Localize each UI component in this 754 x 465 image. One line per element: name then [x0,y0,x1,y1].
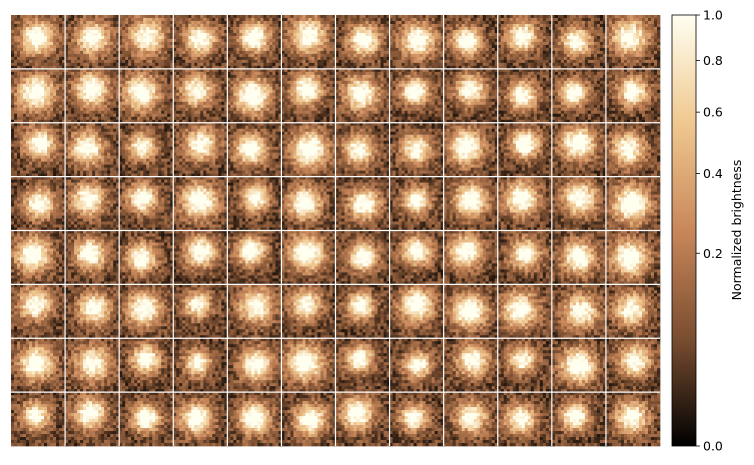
stamp-panel [65,122,120,177]
stamp-panel [11,68,66,124]
stamp-panel [443,15,499,70]
stamp-panel [551,68,607,124]
stamp-panel [335,15,390,70]
colorbar-tick-label: 1.0 [703,8,723,23]
stamp-panel [497,15,553,70]
stamp-panel [389,15,445,70]
stamp-panel [173,15,228,70]
colorbar-gradient [671,14,697,447]
stamp-panel [173,122,228,177]
stamp-panel [497,68,553,124]
stamp-panel [227,122,282,177]
colorbar-tick-label: 0.2 [703,246,723,261]
stamp-panel [173,68,228,124]
stamp-panel [119,68,174,124]
stamp-panel [605,68,661,124]
stamp-panel [227,68,282,124]
stamp-panel [119,15,174,70]
stamp-panel [11,122,66,177]
stamp-panel [281,68,336,124]
colorbar-tick-label: 0.8 [703,53,723,68]
stamp-panel [605,15,661,70]
stamp-panel [227,15,282,70]
stamp-panel [65,15,120,70]
stamp-panel [443,68,499,124]
colorbar-tick-label: 0.6 [703,105,723,120]
colorbar-tick-label: 0.0 [703,439,723,454]
stamp-panel [65,68,120,124]
stamp-panel [11,15,66,70]
stamp-panel [119,122,174,177]
stamp-panel [281,15,336,70]
stamp-panel [551,15,607,70]
stamp-panel [389,68,445,124]
colorbar-tick-label: 0.4 [703,166,723,181]
colorbar-label: Normalized brightness [729,160,744,301]
stamp-panel [335,68,390,124]
